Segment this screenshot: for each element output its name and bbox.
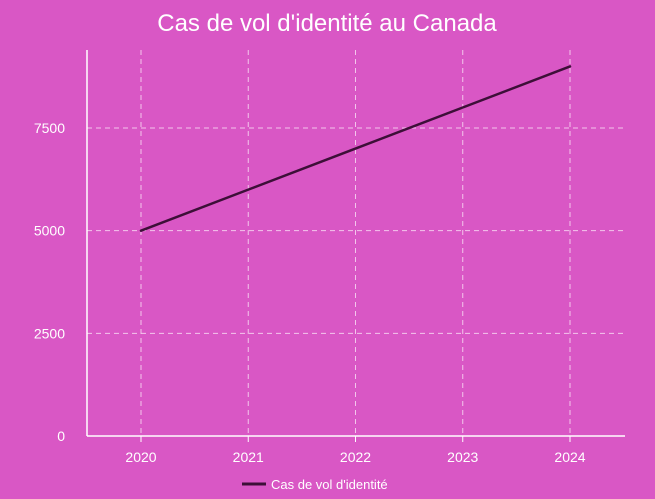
- series: [139, 65, 572, 232]
- x-tick-label: 2022: [340, 449, 371, 465]
- y-tick-label: 7500: [34, 120, 65, 136]
- legend: Cas de vol d'identité: [242, 477, 388, 492]
- y-tick-labels: 0 2500 5000 7500: [34, 120, 65, 444]
- chart-title: Cas de vol d'identité au Canada: [157, 10, 497, 37]
- x-tick-labels: 2020 2021 2022 2023 2024: [125, 436, 586, 465]
- x-tick-label: 2021: [233, 449, 264, 465]
- x-tick-label: 2023: [447, 449, 478, 465]
- y-tick-label: 2500: [34, 325, 65, 341]
- x-tick-label: 2020: [125, 449, 156, 465]
- series-line: [139, 65, 572, 232]
- legend-label: Cas de vol d'identité: [271, 477, 388, 492]
- x-tick-label: 2024: [554, 449, 585, 465]
- y-tick-label: 5000: [34, 223, 65, 239]
- y-tick-label: 0: [57, 428, 65, 444]
- grid: [87, 50, 625, 436]
